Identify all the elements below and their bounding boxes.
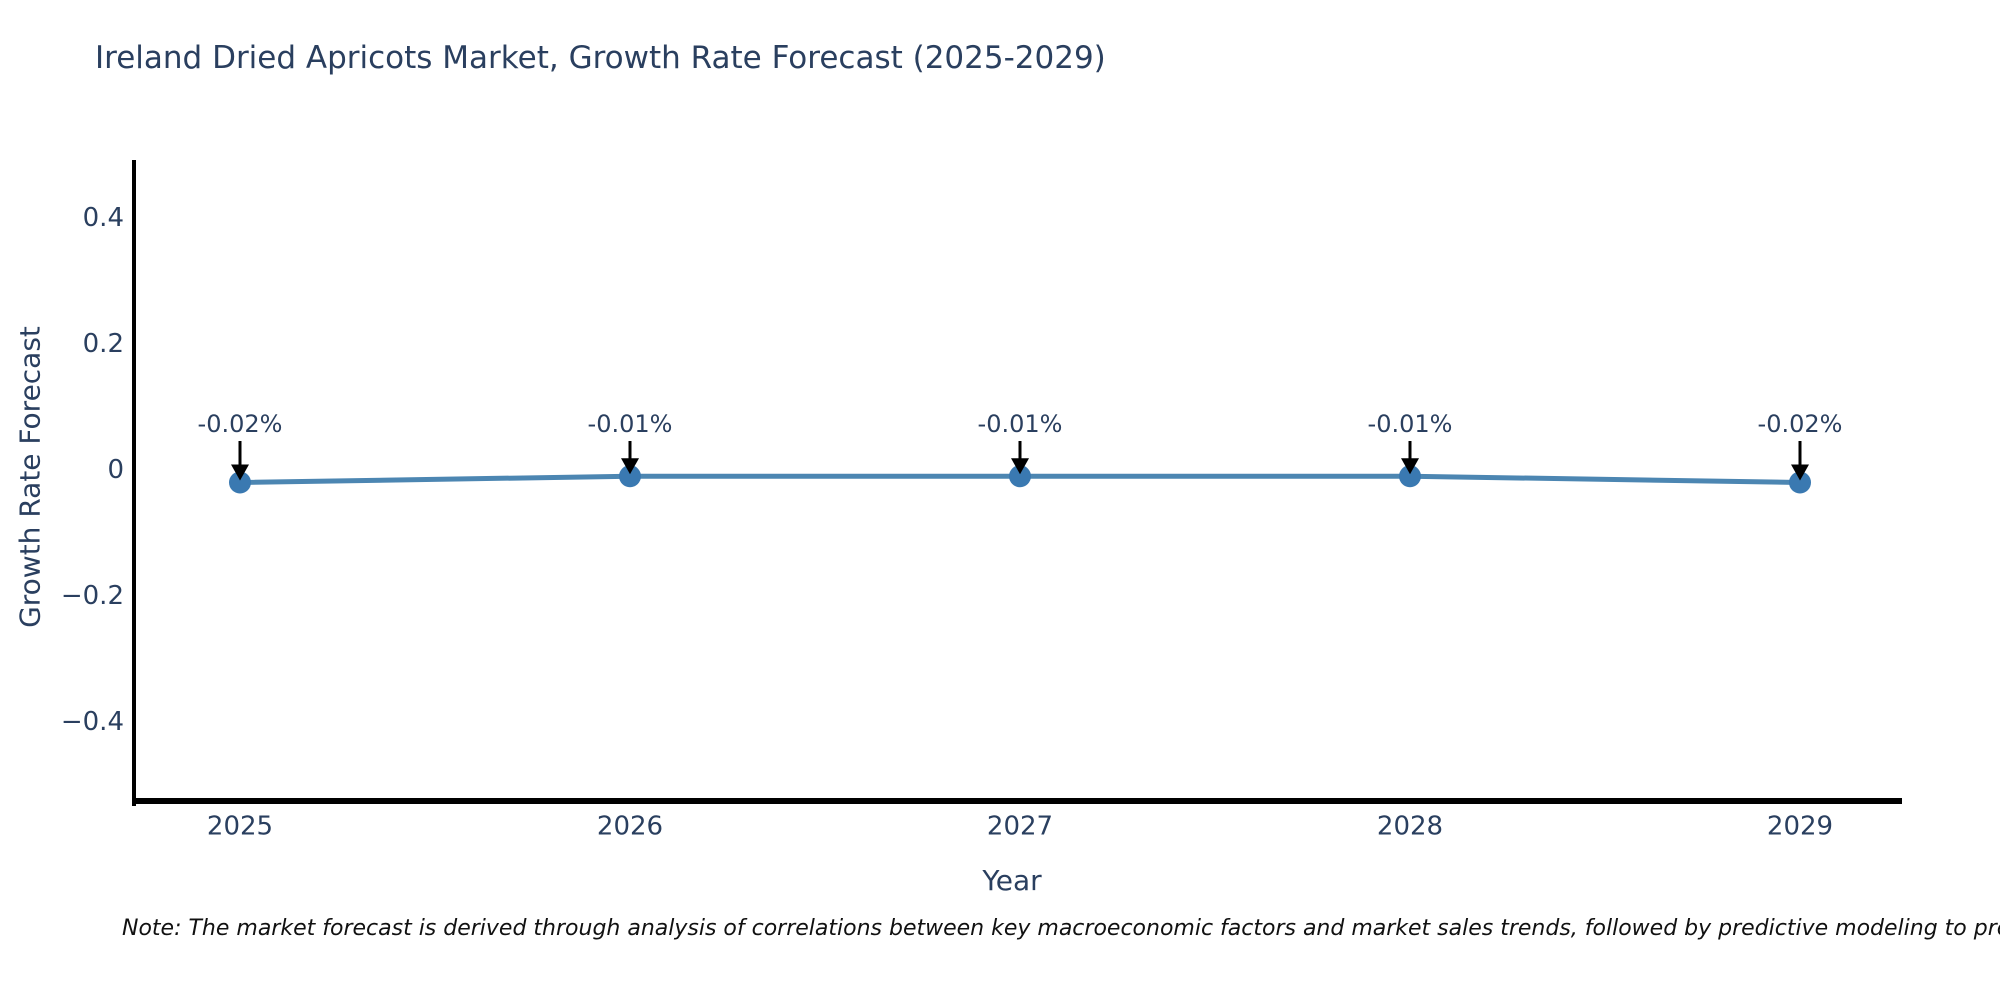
y-tick-label: 0	[107, 455, 124, 485]
data-point-marker	[229, 471, 251, 494]
y-axis-spine	[132, 160, 136, 806]
x-axis-spine	[132, 798, 1902, 804]
data-point-marker	[1789, 471, 1811, 494]
y-tick-label: −0.4	[61, 707, 124, 737]
data-point-marker	[1009, 465, 1031, 488]
x-tick-label: 2028	[1377, 811, 1443, 841]
x-tick-label: 2027	[987, 811, 1053, 841]
footnote-text: Note: The market forecast is derived thr…	[122, 916, 2000, 941]
x-axis-title: Year	[982, 864, 1042, 897]
annotation-arrowhead-icon	[621, 458, 639, 475]
point-annotation-label: -0.02%	[1758, 410, 1843, 438]
y-tick-label: 0.2	[83, 329, 124, 359]
point-annotation-label: -0.01%	[1368, 410, 1453, 438]
chart-title: Ireland Dried Apricots Market, Growth Ra…	[95, 40, 1106, 76]
y-tick-label: 0.4	[83, 203, 124, 233]
annotation-arrowhead-icon	[231, 464, 249, 481]
data-point-marker	[1399, 465, 1421, 488]
x-tick-label: 2029	[1767, 811, 1833, 841]
data-point-marker	[619, 465, 641, 488]
point-annotation-label: -0.02%	[198, 410, 283, 438]
x-tick-label: 2026	[597, 811, 663, 841]
x-tick-label: 2025	[207, 811, 273, 841]
y-tick-label: −0.2	[61, 581, 124, 611]
point-annotation-label: -0.01%	[588, 410, 673, 438]
point-annotation-label: -0.01%	[978, 410, 1063, 438]
annotation-arrowhead-icon	[1401, 458, 1419, 475]
footnote: Note: The market forecast is derived thr…	[122, 916, 2000, 941]
annotation-arrowhead-icon	[1011, 458, 1029, 475]
annotation-arrowhead-icon	[1791, 464, 1809, 481]
